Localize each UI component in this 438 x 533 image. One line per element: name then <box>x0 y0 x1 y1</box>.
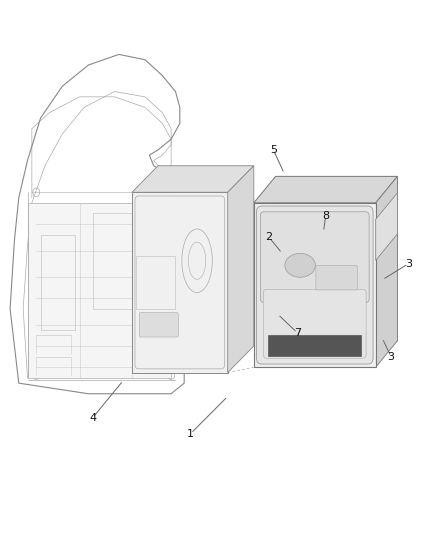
Polygon shape <box>132 192 228 373</box>
FancyBboxPatch shape <box>260 212 369 302</box>
Bar <box>268 335 361 356</box>
Text: 2: 2 <box>265 232 272 243</box>
Text: 3: 3 <box>388 352 394 361</box>
FancyBboxPatch shape <box>139 313 178 337</box>
Polygon shape <box>276 176 397 341</box>
Polygon shape <box>228 166 254 373</box>
Text: 4: 4 <box>89 413 96 423</box>
Polygon shape <box>376 176 397 367</box>
FancyBboxPatch shape <box>316 265 357 290</box>
Polygon shape <box>254 176 397 203</box>
Text: 3: 3 <box>405 259 412 269</box>
Text: 5: 5 <box>270 145 277 155</box>
Polygon shape <box>254 203 376 367</box>
FancyBboxPatch shape <box>263 289 366 358</box>
Text: 1: 1 <box>187 429 194 439</box>
FancyBboxPatch shape <box>256 206 373 364</box>
Text: 8: 8 <box>322 211 329 221</box>
Polygon shape <box>376 193 397 261</box>
Polygon shape <box>28 203 171 378</box>
Polygon shape <box>132 166 254 192</box>
Text: 7: 7 <box>294 328 301 338</box>
Ellipse shape <box>285 253 315 277</box>
